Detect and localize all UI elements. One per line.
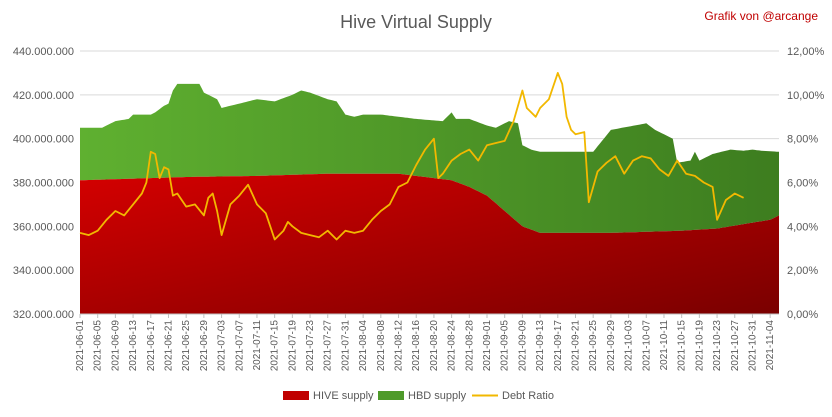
x-tick-label: 2021-10-31 — [747, 320, 758, 372]
x-tick-label: 2021-09-17 — [553, 320, 564, 372]
left-tick-label: 420.000.000 — [13, 90, 74, 102]
x-tick-label: 2021-08-04 — [358, 320, 369, 372]
x-tick-label: 2021-09-29 — [606, 320, 617, 372]
right-tick-label: 6,00% — [787, 178, 818, 190]
left-tick-label: 440.000.000 — [13, 46, 74, 58]
x-tick-label: 2021-08-08 — [376, 320, 387, 372]
chart-credit: Grafik von @arcange — [704, 9, 818, 23]
legend-label: HIVE supply — [313, 390, 374, 402]
left-tick-label: 360.000.000 — [13, 221, 74, 233]
x-tick-label: 2021-06-01 — [75, 320, 86, 372]
x-tick-label: 2021-08-12 — [394, 320, 405, 372]
legend-swatch — [283, 391, 309, 400]
x-tick-label: 2021-06-25 — [181, 320, 192, 372]
x-tick-label: 2021-08-28 — [464, 320, 475, 372]
x-tick-label: 2021-10-11 — [659, 320, 670, 371]
x-tick-label: 2021-09-25 — [588, 320, 599, 372]
x-tick-label: 2021-10-15 — [677, 320, 688, 372]
legend: HIVE supply HBD supply Debt Ratio — [283, 390, 554, 402]
x-tick-label: 2021-07-27 — [323, 320, 334, 372]
x-tick-label: 2021-08-16 — [411, 320, 422, 372]
x-tick-label: 2021-08-24 — [447, 320, 458, 372]
x-tick-label: 2021-06-29 — [199, 320, 210, 372]
x-tick-label: 2021-07-19 — [287, 320, 298, 372]
x-tick-label: 2021-10-19 — [694, 320, 705, 372]
legend-label: Debt Ratio — [502, 390, 554, 402]
plot-areas — [80, 83, 779, 314]
legend-label: HBD supply — [408, 390, 467, 402]
left-tick-label: 380.000.000 — [13, 178, 74, 190]
x-tick-label: 2021-07-31 — [340, 320, 351, 372]
x-tick-label: 2021-07-23 — [305, 320, 316, 372]
x-tick-label: 2021-08-20 — [429, 320, 440, 372]
right-axis: 0,00% 2,00% 4,00% 6,00% 8,00% 10,00% 12,00% — [787, 46, 825, 321]
x-tick-label: 2021-06-05 — [93, 320, 104, 372]
left-axis: 320.000.000 340.000.000 360.000.000 380.000… — [13, 46, 74, 321]
right-tick-label: 10,00% — [787, 90, 825, 102]
x-tick-label: 2021-07-07 — [234, 320, 245, 372]
x-tick-label: 2021-09-13 — [535, 320, 546, 372]
x-axis: 2021-06-01 2021-06-05 2021-06-09 2021-06-13… — [75, 313, 779, 372]
x-tick-label: 2021-10-07 — [641, 320, 652, 372]
chart-title: Hive Virtual Supply — [340, 12, 492, 32]
x-tick-label: 2021-07-03 — [217, 320, 228, 372]
x-tick-label: 2021-09-21 — [570, 320, 581, 372]
right-tick-label: 12,00% — [787, 46, 825, 58]
legend-item: Debt Ratio — [472, 390, 554, 402]
x-tick-label: 2021-06-21 — [163, 320, 174, 372]
legend-swatch — [378, 391, 404, 400]
x-tick-label: 2021-10-03 — [624, 320, 635, 372]
right-tick-label: 4,00% — [787, 221, 818, 233]
left-tick-label: 400.000.000 — [13, 134, 74, 146]
debt-ratio-line — [79, 72, 744, 241]
plot-lines — [79, 72, 744, 241]
x-tick-label: 2021-07-15 — [270, 320, 281, 372]
x-tick-label: 2021-10-23 — [712, 320, 723, 372]
legend-item: HBD supply — [378, 390, 467, 402]
left-tick-label: 320.000.000 — [13, 309, 74, 321]
x-tick-label: 2021-06-17 — [146, 320, 157, 372]
right-tick-label: 8,00% — [787, 134, 818, 146]
hbd-supply-area — [80, 83, 779, 233]
x-tick-label: 2021-07-11 — [252, 320, 263, 371]
hive-supply-area — [80, 173, 779, 314]
x-tick-label: 2021-06-13 — [128, 320, 139, 372]
left-tick-label: 340.000.000 — [13, 265, 74, 277]
x-tick-label: 2021-09-01 — [482, 320, 493, 372]
legend-item: HIVE supply — [283, 390, 374, 402]
x-tick-label: 2021-11-04 — [765, 320, 776, 371]
x-tick-label: 2021-09-05 — [500, 320, 511, 372]
x-tick-label: 2021-09-09 — [517, 320, 528, 372]
right-tick-label: 2,00% — [787, 265, 818, 277]
x-tick-label: 2021-06-09 — [110, 320, 121, 372]
x-tick-label: 2021-10-27 — [730, 320, 741, 372]
right-tick-label: 0,00% — [787, 309, 818, 321]
